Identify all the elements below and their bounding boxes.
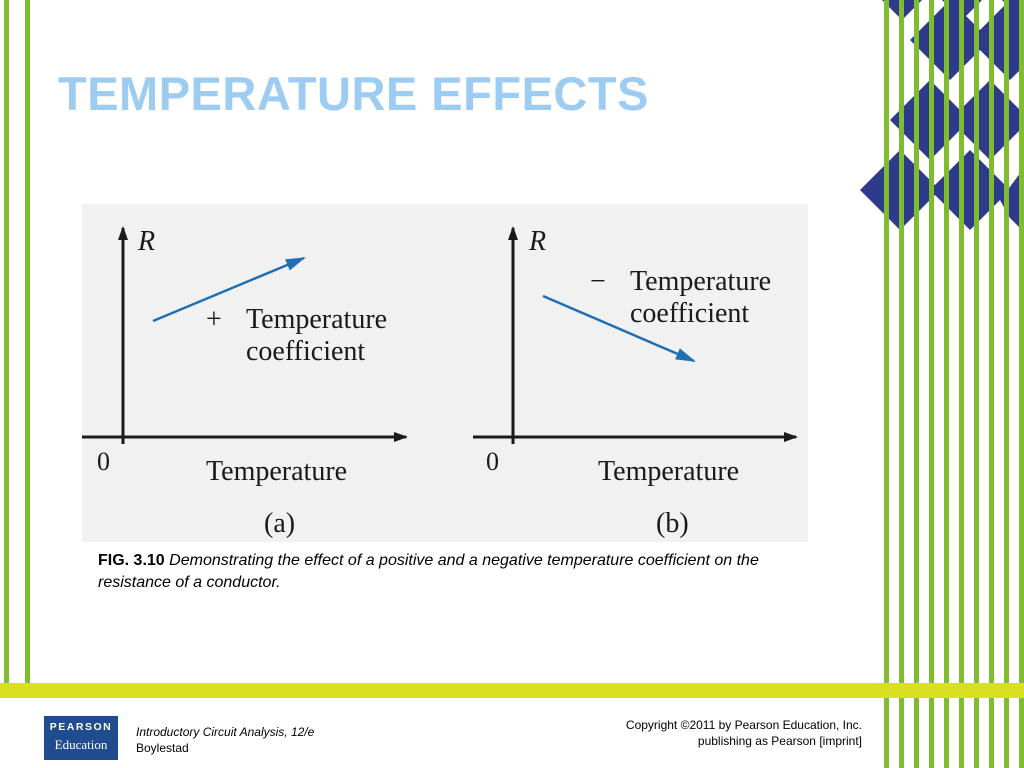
slide-title: TEMPERATURE EFFECTS [58,67,649,120]
copyright-notice: Copyright ©2011 by Pearson Education, In… [626,717,862,749]
figure-panel: R 0 Temperature + Temperature coefficien… [82,204,808,542]
caption-text: Demonstrating the effect of a positive a… [98,552,759,591]
logo-line2: Education [54,737,108,752]
book-title: Introductory Circuit Analysis, 12/e [136,725,315,739]
panel-b-coefficient-line2: coefficient [630,298,749,329]
panel-b-sign: − [590,266,606,297]
panel-b-sublabel: (b) [656,508,689,539]
logo-line1: PEARSON [49,721,113,733]
book-info: Introductory Circuit Analysis, 12/e Boyl… [136,724,314,756]
panel-a: R 0 Temperature + Temperature coefficien… [82,226,408,539]
left-stripe [25,0,30,683]
panel-b-negative-trend-arrow [542,294,696,363]
panel-a-x-axis-label: Temperature [206,456,347,487]
decorative-pattern [860,0,1024,768]
panel-b-origin-label: 0 [486,447,499,476]
copyright-line2: publishing as Pearson [imprint] [697,734,862,748]
panel-b-y-axis-label: R [528,226,546,257]
panel-b-x-axis-label: Temperature [598,456,739,487]
panel-a-y-axis-label: R [137,226,155,257]
book-author: Boylestad [136,741,189,755]
panel-b: R 0 Temperature − Temperature coefficien… [473,226,798,539]
left-stripe [4,0,9,683]
copyright-line1: Copyright ©2011 by Pearson Education, In… [625,718,862,732]
panel-a-positive-trend-arrow [152,256,306,323]
panel-a-coefficient-line1: Temperature [246,304,387,335]
figure-diagram: R 0 Temperature + Temperature coefficien… [82,226,798,539]
panel-a-sign: + [206,304,222,335]
panel-a-sublabel: (a) [264,508,295,539]
caption-label: FIG. 3.10 [98,552,165,569]
footer-band [0,683,1024,698]
pearson-logo: PEARSON Education [44,716,118,760]
green-stripes [884,0,1024,768]
panel-a-coefficient-line2: coefficient [246,336,365,367]
panel-a-origin-label: 0 [97,447,110,476]
panel-b-coefficient-line1: Temperature [630,266,771,297]
figure-caption: FIG. 3.10 Demonstrating the effect of a … [98,550,798,594]
